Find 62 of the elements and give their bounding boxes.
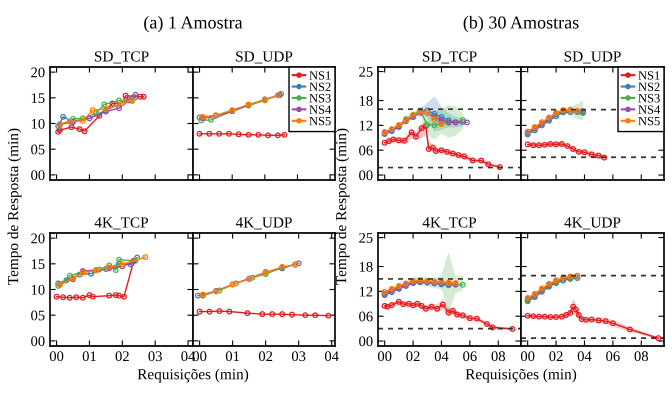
y-axis-title: Tempo de Resposta (min) — [8, 128, 22, 285]
y-axis-title: Tempo de Resposta (min) — [336, 128, 350, 285]
x-tick-label: 04 — [578, 351, 592, 362]
legend-label: NS5 — [638, 116, 660, 126]
y-tick-label: 25 — [359, 66, 373, 77]
y-tick-label: 10 — [32, 284, 45, 295]
x-tick-label: 02 — [116, 351, 129, 362]
y-tick-label: 06 — [359, 146, 373, 156]
x-tick-label: 03 — [148, 351, 162, 362]
chart-subtitle: (a) 1 Amostra — [144, 16, 242, 32]
x-tick-label: 08 — [492, 351, 506, 362]
x-axis-title: Requisições (min) — [138, 368, 248, 382]
x-tick-label: 01 — [226, 351, 240, 362]
chart-title: 4K_TCP — [422, 217, 476, 230]
y-tick-label: 20 — [31, 234, 45, 244]
x-tick-label: 03 — [292, 351, 306, 362]
x-tick-label: 04 — [324, 351, 339, 362]
y-tick-label: 05 — [31, 144, 45, 154]
y-tick-label: 00 — [359, 336, 373, 346]
y-tick-label: 25 — [359, 232, 373, 243]
legend-label: NS1 — [638, 71, 660, 80]
legend-label: NS3 — [309, 94, 331, 102]
y-tick-label: 12 — [360, 286, 372, 296]
x-tick-label: 04 — [434, 351, 449, 362]
x-tick-label: 02 — [406, 351, 420, 362]
legend-label: NS2 — [638, 82, 660, 92]
x-tick-label: 00 — [378, 351, 392, 362]
y-tick-label: 00 — [31, 170, 45, 180]
x-axis-title: Requisições (min) — [466, 368, 576, 382]
y-tick-label: 00 — [31, 336, 45, 346]
x-tick-label: 06 — [606, 351, 620, 362]
y-tick-label: 20 — [31, 68, 45, 78]
x-tick-label: 00 — [520, 351, 534, 362]
x-tick-label: 08 — [634, 351, 648, 362]
legend-label: NS1 — [309, 71, 330, 80]
x-tick-label: 02 — [549, 351, 563, 362]
x-tick-label: 06 — [463, 351, 477, 362]
chart-title: SD_UDP — [564, 51, 621, 64]
y-tick-label: 18 — [360, 96, 373, 106]
chart-title: SD_UDP — [236, 51, 292, 64]
y-tick-label: 05 — [31, 310, 45, 320]
y-tick-label: 15 — [32, 259, 45, 270]
legend-label: NS2 — [309, 82, 331, 92]
y-tick-label: 18 — [360, 262, 373, 272]
chart-title: 4K_TCP — [94, 217, 148, 230]
x-tick-label: 01 — [82, 351, 96, 362]
chart-title: SD_TCP — [422, 51, 476, 64]
chart-title: 4K_UDP — [564, 217, 620, 230]
chart-title: 4K_UDP — [236, 217, 292, 230]
chart-title: SD_TCP — [94, 51, 148, 64]
x-tick-label: 02 — [258, 351, 272, 362]
y-tick-label: 10 — [32, 118, 45, 129]
x-tick-label: 00 — [50, 351, 64, 362]
legend-label: NS4 — [638, 105, 660, 114]
legend-label: NS3 — [638, 94, 660, 102]
legend-label: NS5 — [309, 116, 331, 126]
legend-label: NS4 — [309, 105, 332, 114]
y-tick-label: 00 — [359, 170, 373, 180]
y-tick-label: 12 — [360, 120, 372, 130]
y-tick-label: 06 — [359, 312, 373, 322]
chart-subtitle: (b) 30 Amostras — [464, 16, 579, 32]
y-tick-label: 15 — [32, 93, 45, 104]
